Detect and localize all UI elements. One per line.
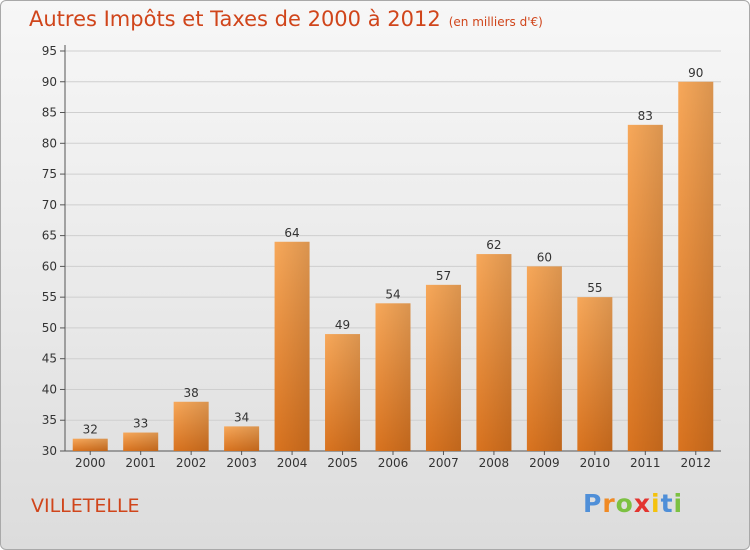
y-tick-label: 35 bbox=[42, 413, 57, 427]
bar-shade bbox=[577, 297, 613, 451]
x-tick-label: 2004 bbox=[277, 456, 308, 470]
x-tick-label: 2010 bbox=[580, 456, 611, 470]
bar-shade bbox=[678, 81, 714, 452]
logo-letter: x bbox=[633, 489, 651, 518]
logo-letter: t bbox=[660, 489, 674, 518]
y-tick-label: 85 bbox=[42, 106, 57, 120]
y-tick-label: 80 bbox=[42, 136, 57, 150]
logo-letter: P bbox=[583, 489, 603, 518]
logo-letter: o bbox=[615, 489, 634, 518]
bar-shade bbox=[425, 284, 461, 451]
x-tick-label: 2009 bbox=[529, 456, 560, 470]
y-tick-label: 75 bbox=[42, 167, 57, 181]
logo-letter: r bbox=[602, 489, 616, 518]
y-tick-label: 95 bbox=[42, 44, 57, 58]
bar-shade bbox=[72, 438, 108, 451]
y-tick-label: 40 bbox=[42, 382, 57, 396]
data-label: 60 bbox=[537, 250, 552, 264]
y-tick-label: 45 bbox=[42, 352, 57, 366]
x-tick-label: 2011 bbox=[630, 456, 661, 470]
chart-title-text: Autres Impôts et Taxes de 2000 à 2012 bbox=[29, 7, 441, 31]
bar-shade bbox=[627, 124, 663, 451]
data-label: 57 bbox=[436, 269, 451, 283]
y-tick-label: 50 bbox=[42, 321, 57, 335]
bar-shade bbox=[325, 334, 361, 451]
bar-shade bbox=[123, 432, 159, 451]
data-label: 34 bbox=[234, 410, 249, 424]
y-tick-label: 70 bbox=[42, 198, 57, 212]
y-tick-label: 30 bbox=[42, 444, 57, 458]
data-label: 54 bbox=[385, 287, 400, 301]
proxiti-logo: Proxiti bbox=[583, 489, 683, 518]
bar-shade bbox=[476, 254, 512, 451]
x-tick-label: 2007 bbox=[428, 456, 459, 470]
bar-shade bbox=[375, 303, 411, 451]
x-tick-label: 2003 bbox=[226, 456, 257, 470]
place-name: VILLETELLE bbox=[31, 495, 140, 517]
data-label: 49 bbox=[335, 318, 350, 332]
data-label: 83 bbox=[638, 109, 653, 123]
x-tick-label: 2002 bbox=[176, 456, 207, 470]
logo-letter: i bbox=[673, 489, 684, 518]
data-label: 33 bbox=[133, 417, 148, 431]
x-tick-label: 2001 bbox=[125, 456, 156, 470]
data-label: 38 bbox=[184, 386, 199, 400]
y-tick-label: 90 bbox=[42, 75, 57, 89]
unit-label: (en milliers d'€) bbox=[448, 15, 543, 29]
x-tick-label: 2006 bbox=[378, 456, 409, 470]
data-label: 64 bbox=[284, 226, 299, 240]
x-tick-label: 2012 bbox=[680, 456, 711, 470]
x-tick-label: 2000 bbox=[75, 456, 106, 470]
data-label: 62 bbox=[486, 238, 501, 252]
chart-title: Autres Impôts et Taxes de 2000 à 2012 (en… bbox=[29, 7, 543, 31]
x-tick-label: 2008 bbox=[479, 456, 510, 470]
y-tick-label: 60 bbox=[42, 259, 57, 273]
logo-letter: i bbox=[651, 489, 661, 518]
data-label: 55 bbox=[587, 281, 602, 295]
y-tick-label: 55 bbox=[42, 290, 57, 304]
bar-shade bbox=[274, 241, 310, 451]
bar-shade bbox=[173, 401, 209, 451]
data-label: 32 bbox=[83, 423, 98, 437]
x-tick-label: 2005 bbox=[327, 456, 358, 470]
data-label: 90 bbox=[688, 66, 703, 80]
bar-shade bbox=[526, 266, 562, 451]
bar-shade bbox=[224, 426, 260, 451]
y-tick-label: 65 bbox=[42, 229, 57, 243]
